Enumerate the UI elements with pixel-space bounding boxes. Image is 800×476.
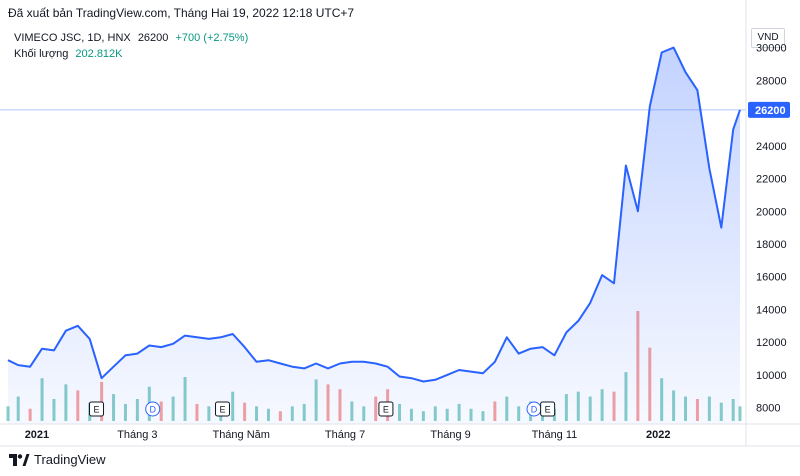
currency-button[interactable]: VND (751, 28, 785, 48)
tradingview-logo-icon (9, 453, 30, 466)
price-tick-label: 28000 (756, 75, 787, 87)
footer-brand[interactable]: TradingView (8, 452, 106, 467)
price-tick-label: 20000 (756, 206, 787, 218)
earnings-marker[interactable]: E (378, 401, 394, 417)
price-axis[interactable]: 3000028000260002400022000200001800016000… (756, 43, 787, 415)
price-tick-label: 12000 (756, 337, 787, 349)
price-area-fill (8, 47, 740, 424)
price-tick-label: 18000 (756, 239, 787, 251)
dividend-marker[interactable]: D (526, 401, 542, 417)
footer-brand-label: TradingView (34, 452, 106, 467)
last-price: 26200 (137, 32, 169, 44)
time-tick-label: Tháng 11 (532, 429, 578, 441)
time-axis[interactable]: 2021 Tháng 3 Tháng Năm Tháng 7 Tháng 9 Tháng … (25, 429, 671, 441)
event-marker-label: D (531, 405, 538, 415)
chart-legend: VIMECO JSC, 1D, HNX 26200 +700 (+2.75%) … (14, 30, 248, 62)
earnings-marker[interactable]: E (89, 401, 105, 417)
price-tick-label: 22000 (756, 174, 787, 186)
time-tick-label: Tháng Năm (212, 429, 269, 441)
event-marker-label: E (383, 405, 389, 415)
time-tick-label: 2021 (25, 429, 49, 441)
price-tick-label: 16000 (756, 272, 787, 284)
event-marker-label: E (94, 405, 100, 415)
last-price-tag: 26200 (748, 101, 790, 118)
time-tick-label: Tháng 7 (325, 429, 365, 441)
time-tick-label: Tháng 3 (117, 429, 157, 441)
earnings-marker-shape (214, 401, 230, 417)
last-price-tag-label: 26200 (755, 105, 786, 117)
dividend-marker-shape (145, 401, 161, 417)
dividend-marker[interactable]: D (145, 401, 161, 417)
last-price-tag-bg (748, 101, 790, 118)
earnings-marker-shape (540, 401, 556, 417)
legend-volume-row: Khối lượng 202.812K (14, 46, 248, 62)
legend-symbol-row: VIMECO JSC, 1D, HNX 26200 +700 (+2.75%) (14, 30, 248, 46)
price-tick-label: 10000 (756, 370, 787, 382)
time-tick-label: 2022 (646, 429, 670, 441)
event-marker-label: E (545, 405, 551, 415)
event-marker-label: E (219, 405, 225, 415)
price-tick-label: 24000 (756, 141, 787, 153)
time-tick-label: Tháng 9 (430, 429, 470, 441)
price-change: +700 (+2.75%) (175, 32, 249, 44)
earnings-marker-shape (378, 401, 394, 417)
price-tick-label: 8000 (756, 403, 780, 415)
earnings-marker[interactable]: E (540, 401, 556, 417)
export-info: Đã xuất bản TradingView.com, Tháng Hai 1… (8, 6, 355, 20)
price-tick-label: 30000 (756, 43, 787, 55)
earnings-marker-shape (89, 401, 105, 417)
volume-label: Khối lượng (14, 48, 69, 60)
event-marker-label: D (149, 405, 156, 415)
volume-value: 202.812K (75, 48, 123, 60)
price-tick-label: 14000 (756, 304, 787, 316)
earnings-marker[interactable]: E (214, 401, 230, 417)
price-line (7, 46, 741, 383)
symbol-name: VIMECO JSC, 1D, HNX (14, 32, 131, 44)
